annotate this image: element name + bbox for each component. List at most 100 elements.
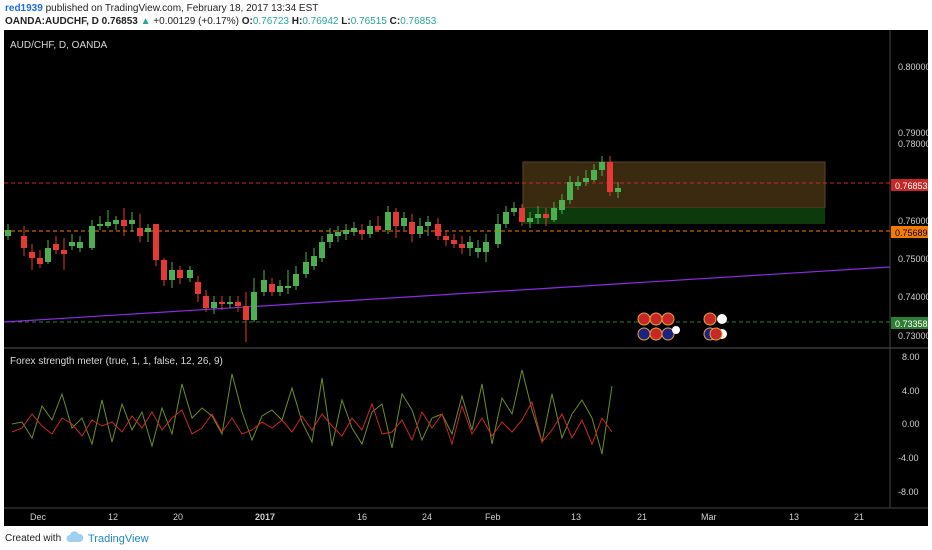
candle-body[interactable]: [459, 244, 465, 248]
open-label: O:: [241, 16, 253, 27]
candle-body[interactable]: [153, 224, 159, 260]
candle-body[interactable]: [53, 244, 59, 250]
candle-body[interactable]: [435, 224, 441, 236]
candle-body[interactable]: [251, 292, 257, 320]
candle-body[interactable]: [5, 230, 11, 236]
candle-body[interactable]: [277, 286, 283, 292]
candle-body[interactable]: [243, 306, 249, 320]
candle-body[interactable]: [89, 226, 95, 248]
price-tag-label: 0.73358: [895, 319, 928, 329]
candle-body[interactable]: [113, 220, 119, 224]
candle-body[interactable]: [559, 200, 565, 210]
candle-body[interactable]: [511, 208, 517, 212]
candle-body[interactable]: [535, 214, 541, 218]
candlestick-series[interactable]: [5, 156, 621, 342]
candle-body[interactable]: [69, 242, 75, 246]
time-tick: 2017: [255, 512, 275, 522]
price-tag-support: 0.75689: [891, 226, 928, 238]
candle-body[interactable]: [227, 302, 233, 304]
indicator-tick: 4.00: [902, 386, 920, 396]
candle-body[interactable]: [219, 302, 225, 304]
event-icons-group-1[interactable]: [637, 312, 680, 341]
candle-body[interactable]: [527, 218, 533, 222]
candle-body[interactable]: [161, 260, 167, 280]
candle-body[interactable]: [77, 242, 83, 248]
candle-body[interactable]: [29, 252, 35, 258]
candle-body[interactable]: [45, 248, 51, 262]
candle-body[interactable]: [61, 250, 67, 254]
candle-body[interactable]: [401, 218, 407, 226]
price-tick: 0.78000: [898, 139, 928, 149]
time-tick: 21: [637, 512, 647, 522]
candle-body[interactable]: [311, 256, 317, 266]
candle-body[interactable]: [269, 284, 275, 292]
price-tick-labels: 0.80000 0.79000 0.78000 0.76000 0.75000 …: [898, 62, 931, 341]
candle-body[interactable]: [467, 242, 473, 248]
candle-body[interactable]: [425, 222, 431, 226]
candle-body[interactable]: [543, 214, 549, 218]
candle-body[interactable]: [475, 248, 481, 252]
candle-body[interactable]: [367, 226, 373, 234]
candle-body[interactable]: [409, 222, 415, 234]
candle-body[interactable]: [37, 258, 43, 264]
candle-body[interactable]: [495, 224, 501, 244]
candle-body[interactable]: [375, 226, 381, 230]
candle-body[interactable]: [21, 236, 27, 248]
strength-line-olive[interactable]: [11, 369, 613, 455]
candle-body[interactable]: [203, 296, 209, 308]
candle-body[interactable]: [195, 282, 201, 294]
candle-body[interactable]: [105, 222, 111, 226]
candle-body[interactable]: [129, 220, 135, 224]
candle-body[interactable]: [335, 232, 341, 236]
candle-body[interactable]: [385, 212, 391, 230]
candle-body[interactable]: [169, 270, 175, 280]
candle-body[interactable]: [615, 188, 621, 192]
candle-body[interactable]: [567, 182, 573, 200]
tradingview-cloud-icon[interactable]: [66, 530, 84, 544]
event-icons-group-2[interactable]: [703, 312, 727, 341]
candle-body[interactable]: [503, 212, 509, 224]
candle-body[interactable]: [591, 170, 597, 180]
candle-body[interactable]: [359, 230, 365, 234]
candle-body[interactable]: [211, 302, 217, 308]
candle-body[interactable]: [575, 182, 581, 186]
candle-body[interactable]: [393, 212, 399, 226]
chart-svg[interactable]: AUD/CHF, D, OANDA 0.80000 0.79000 0.7800…: [3, 30, 931, 526]
target-zone-rect[interactable]: [523, 208, 825, 224]
candle-body[interactable]: [607, 162, 613, 192]
candle-body[interactable]: [327, 234, 333, 242]
price-tag-low: 0.73358: [891, 317, 928, 329]
candle-body[interactable]: [599, 162, 605, 170]
candle-body[interactable]: [451, 240, 457, 244]
candle-body[interactable]: [417, 226, 423, 234]
chart-area[interactable]: AUD/CHF, D, OANDA 0.80000 0.79000 0.7800…: [3, 30, 931, 526]
strength-line-red[interactable]: [11, 400, 613, 446]
candle-body[interactable]: [483, 242, 489, 252]
time-axis-labels: Dec 12 20 2017 16 24 Feb 13 21 Mar 13 21: [30, 512, 864, 522]
risk-zone-rect[interactable]: [522, 161, 826, 209]
candle-body[interactable]: [519, 208, 525, 222]
price-tick: 0.80000: [898, 62, 928, 72]
candle-body[interactable]: [343, 230, 349, 234]
tradingview-link[interactable]: TradingView: [88, 533, 149, 545]
candle-body[interactable]: [351, 228, 357, 232]
candle-body[interactable]: [145, 228, 151, 232]
price-tag-label: 0.75689: [895, 228, 928, 238]
candle-body[interactable]: [551, 208, 557, 220]
candle-body[interactable]: [187, 270, 193, 278]
candle-body[interactable]: [583, 178, 589, 182]
candle-body[interactable]: [121, 220, 127, 226]
flag-icon: [703, 312, 717, 326]
candle-body[interactable]: [97, 224, 103, 226]
trend-line[interactable]: [3, 266, 891, 323]
candle-body[interactable]: [293, 274, 299, 286]
candle-body[interactable]: [177, 270, 183, 278]
candle-body[interactable]: [261, 280, 267, 292]
candle-body[interactable]: [235, 302, 241, 306]
candle-body[interactable]: [137, 228, 143, 236]
candle-body[interactable]: [319, 242, 325, 258]
candle-body[interactable]: [303, 262, 309, 274]
author-link[interactable]: red1939: [5, 3, 43, 14]
candle-body[interactable]: [285, 286, 291, 288]
candle-body[interactable]: [443, 236, 449, 240]
